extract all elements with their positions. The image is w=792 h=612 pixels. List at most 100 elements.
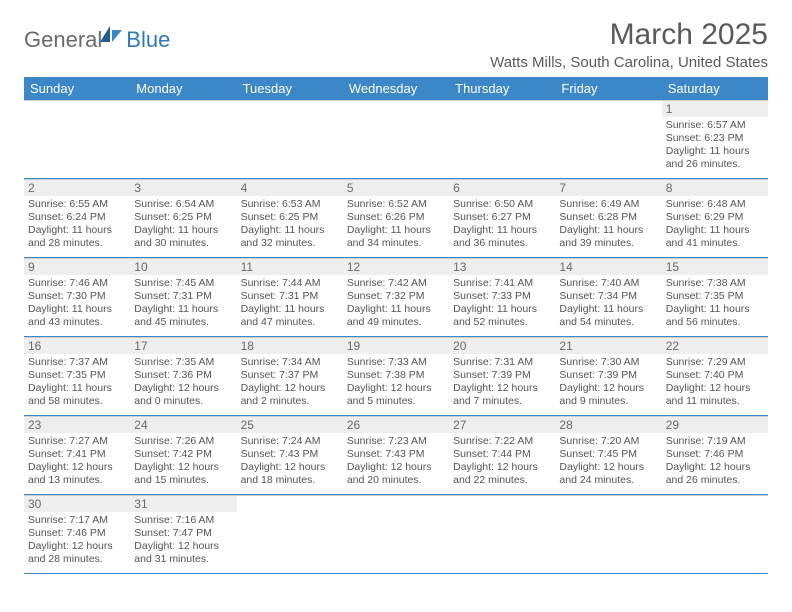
brand-logo: General Blue xyxy=(24,24,170,56)
title-block: March 2025 Watts Mills, South Carolina, … xyxy=(490,18,768,71)
calendar-day: 14Sunrise: 7:40 AMSunset: 7:34 PMDayligh… xyxy=(555,258,661,336)
day-info: Sunrise: 6:53 AMSunset: 6:25 PMDaylight:… xyxy=(241,198,339,251)
calendar-day: 5 Sunrise: 6:52 AMSunset: 6:26 PMDaylight… xyxy=(343,179,449,257)
brand-part1: General xyxy=(24,27,102,53)
calendar-day: 24 Sunrise: 7:26 AMSunset: 7:42 PMDayligh… xyxy=(130,416,236,494)
day-number: 12 xyxy=(343,259,449,275)
day-info: Sunrise: 7:42 AMSunset: 7:32 PMDaylight:… xyxy=(347,277,445,330)
calendar-day: 18 Sunrise: 7:34 AMSunset: 7:37 PMDayligh… xyxy=(237,337,343,415)
day-info: Sunrise: 7:27 AMSunset: 7:41 PMDaylight:… xyxy=(28,435,126,488)
day-number: 6 xyxy=(449,180,555,196)
calendar-day: 9 Sunrise: 7:46 AMSunset: 7:30 PMDaylight… xyxy=(24,258,130,336)
calendar-day: 26Sunrise: 7:23 AMSunset: 7:43 PMDayligh… xyxy=(343,416,449,494)
calendar-day: 8 Sunrise: 6:48 AMSunset: 6:29 PMDaylight… xyxy=(662,179,768,257)
calendar-day-empty xyxy=(343,495,449,573)
weekday-label: Saturday xyxy=(662,77,768,100)
day-info: Sunrise: 7:44 AMSunset: 7:31 PMDaylight:… xyxy=(241,277,339,330)
calendar-day: 3Sunrise: 6:54 AMSunset: 6:25 PMDaylight… xyxy=(130,179,236,257)
day-info: Sunrise: 7:34 AMSunset: 7:37 PMDaylight:… xyxy=(241,356,339,409)
calendar-week: 23 Sunrise: 7:27 AMSunset: 7:41 PMDayligh… xyxy=(24,416,768,495)
day-info: Sunrise: 7:20 AMSunset: 7:45 PMDaylight:… xyxy=(559,435,657,488)
calendar-day: 21Sunrise: 7:30 AMSunset: 7:39 PMDayligh… xyxy=(555,337,661,415)
day-number: 1 xyxy=(662,101,768,117)
weekday-label: Tuesday xyxy=(237,77,343,100)
calendar-day-empty xyxy=(237,100,343,178)
location: Watts Mills, South Carolina, United Stat… xyxy=(490,54,768,71)
day-info: Sunrise: 7:31 AMSunset: 7:39 PMDaylight:… xyxy=(453,356,551,409)
calendar-week: 2 Sunrise: 6:55 AMSunset: 6:24 PMDaylight… xyxy=(24,179,768,258)
day-number: 8 xyxy=(662,180,768,196)
day-info: Sunrise: 7:17 AMSunset: 7:46 PMDaylight:… xyxy=(28,514,126,567)
calendar-day: 19Sunrise: 7:33 AMSunset: 7:38 PMDayligh… xyxy=(343,337,449,415)
day-number: 26 xyxy=(343,417,449,433)
day-number: 4 xyxy=(237,180,343,196)
day-number: 13 xyxy=(449,259,555,275)
calendar-day: 30 Sunrise: 7:17 AMSunset: 7:46 PMDayligh… xyxy=(24,495,130,573)
day-number: 22 xyxy=(662,338,768,354)
calendar-week: 16Sunrise: 7:37 AMSunset: 7:35 PMDayligh… xyxy=(24,337,768,416)
day-number: 24 xyxy=(130,417,236,433)
calendar-week: 1 Sunrise: 6:57 AMSunset: 6:23 PMDaylight… xyxy=(24,100,768,179)
calendar-day-empty xyxy=(555,495,661,573)
day-info: Sunrise: 6:50 AMSunset: 6:27 PMDaylight:… xyxy=(453,198,551,251)
day-number: 18 xyxy=(237,338,343,354)
day-number: 29 xyxy=(662,417,768,433)
day-info: Sunrise: 7:41 AMSunset: 7:33 PMDaylight:… xyxy=(453,277,551,330)
day-info: Sunrise: 7:46 AMSunset: 7:30 PMDaylight:… xyxy=(28,277,126,330)
day-info: Sunrise: 6:57 AMSunset: 6:23 PMDaylight:… xyxy=(666,119,764,172)
calendar-week: 9 Sunrise: 7:46 AMSunset: 7:30 PMDaylight… xyxy=(24,258,768,337)
day-number: 31 xyxy=(130,496,236,512)
calendar-day: 1 Sunrise: 6:57 AMSunset: 6:23 PMDaylight… xyxy=(662,100,768,178)
day-info: Sunrise: 7:45 AMSunset: 7:31 PMDaylight:… xyxy=(134,277,232,330)
day-info: Sunrise: 6:55 AMSunset: 6:24 PMDaylight:… xyxy=(28,198,126,251)
day-info: Sunrise: 6:48 AMSunset: 6:29 PMDaylight:… xyxy=(666,198,764,251)
day-number: 2 xyxy=(24,180,130,196)
calendar-day: 25 Sunrise: 7:24 AMSunset: 7:43 PMDayligh… xyxy=(237,416,343,494)
header: General Blue March 2025 Watts Mills, Sou… xyxy=(24,18,768,71)
calendar-day: 20 Sunrise: 7:31 AMSunset: 7:39 PMDayligh… xyxy=(449,337,555,415)
day-info: Sunrise: 6:54 AMSunset: 6:25 PMDaylight:… xyxy=(134,198,232,251)
day-number: 28 xyxy=(555,417,661,433)
calendar-day: 17Sunrise: 7:35 AMSunset: 7:36 PMDayligh… xyxy=(130,337,236,415)
calendar-day-empty xyxy=(343,100,449,178)
weekday-label: Wednesday xyxy=(343,77,449,100)
calendar-day: 2 Sunrise: 6:55 AMSunset: 6:24 PMDaylight… xyxy=(24,179,130,257)
sail-icon xyxy=(98,24,124,44)
day-info: Sunrise: 7:26 AMSunset: 7:42 PMDaylight:… xyxy=(134,435,232,488)
calendar-day: 12 Sunrise: 7:42 AMSunset: 7:32 PMDayligh… xyxy=(343,258,449,336)
day-number: 21 xyxy=(555,338,661,354)
day-info: Sunrise: 7:29 AMSunset: 7:40 PMDaylight:… xyxy=(666,356,764,409)
calendar-grid: 1 Sunrise: 6:57 AMSunset: 6:23 PMDaylight… xyxy=(24,100,768,574)
calendar-day-empty xyxy=(555,100,661,178)
day-number: 14 xyxy=(555,259,661,275)
weekday-label: Monday xyxy=(130,77,236,100)
day-number: 9 xyxy=(24,259,130,275)
calendar-day: 28 Sunrise: 7:20 AMSunset: 7:45 PMDayligh… xyxy=(555,416,661,494)
day-number: 10 xyxy=(130,259,236,275)
calendar-day-empty xyxy=(662,495,768,573)
calendar-day: 6 Sunrise: 6:50 AMSunset: 6:27 PMDaylight… xyxy=(449,179,555,257)
calendar-day: 27Sunrise: 7:22 AMSunset: 7:44 PMDayligh… xyxy=(449,416,555,494)
day-info: Sunrise: 7:33 AMSunset: 7:38 PMDaylight:… xyxy=(347,356,445,409)
day-info: Sunrise: 6:52 AMSunset: 6:26 PMDaylight:… xyxy=(347,198,445,251)
day-info: Sunrise: 7:19 AMSunset: 7:46 PMDaylight:… xyxy=(666,435,764,488)
calendar-day-empty xyxy=(449,495,555,573)
brand-part2: Blue xyxy=(126,27,170,53)
calendar-day: 7Sunrise: 6:49 AMSunset: 6:28 PMDaylight… xyxy=(555,179,661,257)
calendar-day: 29 Sunrise: 7:19 AMSunset: 7:46 PMDayligh… xyxy=(662,416,768,494)
calendar-day: 10 Sunrise: 7:45 AMSunset: 7:31 PMDayligh… xyxy=(130,258,236,336)
calendar-week: 30 Sunrise: 7:17 AMSunset: 7:46 PMDayligh… xyxy=(24,495,768,574)
day-number: 11 xyxy=(237,259,343,275)
day-info: Sunrise: 7:38 AMSunset: 7:35 PMDaylight:… xyxy=(666,277,764,330)
day-number: 30 xyxy=(24,496,130,512)
calendar-day: 11 Sunrise: 7:44 AMSunset: 7:31 PMDayligh… xyxy=(237,258,343,336)
day-number: 25 xyxy=(237,417,343,433)
day-info: Sunrise: 7:35 AMSunset: 7:36 PMDaylight:… xyxy=(134,356,232,409)
calendar-day: 22 Sunrise: 7:29 AMSunset: 7:40 PMDayligh… xyxy=(662,337,768,415)
day-number: 20 xyxy=(449,338,555,354)
calendar-day: 15Sunrise: 7:38 AMSunset: 7:35 PMDayligh… xyxy=(662,258,768,336)
day-info: Sunrise: 7:24 AMSunset: 7:43 PMDaylight:… xyxy=(241,435,339,488)
day-number: 23 xyxy=(24,417,130,433)
day-number: 5 xyxy=(343,180,449,196)
calendar-day: 13 Sunrise: 7:41 AMSunset: 7:33 PMDayligh… xyxy=(449,258,555,336)
